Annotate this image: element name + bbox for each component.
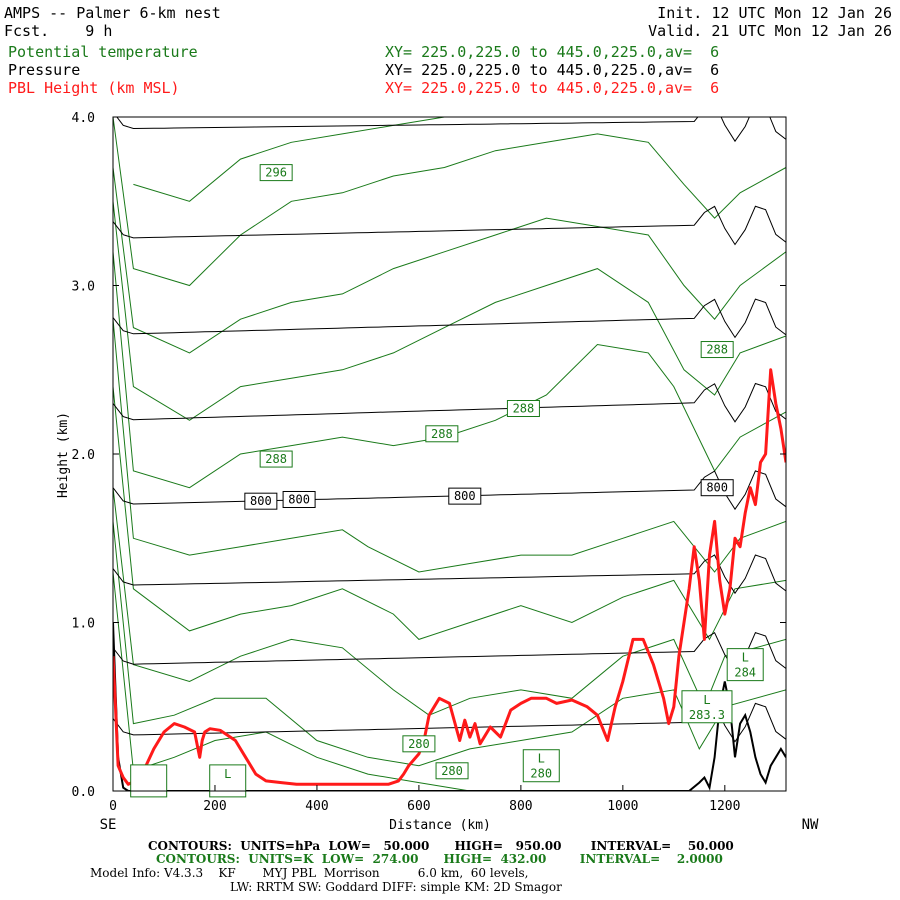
theta-contours (113, 117, 786, 791)
pressure-label-box (448, 487, 482, 505)
x-tick-label: 400 (305, 799, 328, 814)
field-theta-xy: XY= 225.0,225.0 to 445.0,225.0,av= 6 (385, 43, 720, 61)
pressure-contour-line (113, 205, 786, 246)
theta-label: 296 (265, 166, 287, 180)
y-tick-label: 4.0 (72, 111, 95, 126)
y-tick-label: 3.0 (72, 280, 95, 295)
se-end-label: SE (100, 817, 117, 833)
pressure-contours (113, 117, 786, 743)
x-tick-label: 0 (109, 799, 117, 814)
pressure-contour-line (113, 382, 786, 423)
pressure-contour-line (116, 117, 786, 143)
x-tick-label: 1200 (709, 799, 740, 814)
theta-contour-line (113, 117, 786, 287)
pressure-label-box (244, 492, 278, 510)
theta-label-box (259, 450, 293, 468)
valid-time: Valid. 21 UTC Mon 12 Jan 26 (648, 22, 892, 40)
pressure-contour-info: CONTOURS: UNITS=hPa LOW= 50.000 HIGH= 95… (148, 839, 734, 853)
y-tick-label: 2.0 (72, 448, 95, 463)
low-marker-box (522, 749, 560, 783)
theta-label: 288 (431, 427, 453, 441)
low-marker-value: 284 (734, 666, 756, 680)
y-axis-label: Height (km) (56, 412, 71, 498)
pressure-label: 800 (706, 481, 728, 495)
init-time: Init. 12 UTC Mon 12 Jan 26 (657, 4, 892, 22)
contour-labels: 800 800 800800296288288288288280280L280L28… (130, 164, 764, 798)
chart-title: AMPS -- Palmer 6-km nest (4, 4, 221, 22)
pressure-contour-line (113, 298, 786, 339)
field-pbl-name: PBL Height (km MSL) (8, 79, 180, 97)
plot-frame (112, 116, 787, 792)
theta-label-box (402, 735, 436, 753)
low-marker-letter: L (538, 752, 545, 766)
x-tick-label: 1000 (607, 799, 638, 814)
terrain-profile (113, 622, 786, 791)
x-tick-label: 200 (203, 799, 226, 814)
theta-label-box (425, 425, 459, 443)
low-marker-box (726, 648, 764, 682)
model-info-line-1: Model Info: V4.3.3 KF MYJ PBL Morrison 6… (90, 866, 529, 880)
pressure-label: 800 (454, 489, 476, 503)
field-pressure-name: Pressure (8, 61, 81, 79)
axes: 0.0 1.0 2.0 3.0 4.0 0 200 400 600 800 1000 1200 (72, 111, 786, 814)
theta-label-box (435, 762, 469, 780)
x-axis-label: Distance (km) (389, 818, 491, 833)
pressure-label: 800 (250, 494, 272, 508)
theta-label: 280 (408, 737, 430, 751)
pressure-label-box (700, 479, 734, 497)
low-marker-box (130, 764, 168, 798)
pbl-height-series (113, 368, 786, 786)
low-marker-letter: L (742, 651, 749, 665)
low-marker-value: 280 (530, 767, 552, 781)
pressure-label-box (282, 490, 316, 508)
theta-label-box (506, 400, 540, 418)
pbl-height-line (113, 368, 786, 786)
field-pbl-xy: XY= 225.0,225.0 to 445.0,225.0,av= 6 (385, 79, 720, 97)
x-tick-label: 600 (407, 799, 430, 814)
nw-end-label: NW (802, 817, 819, 833)
low-marker-value: 283.3 (689, 708, 725, 722)
theta-contour-line (113, 201, 786, 421)
pressure-contour-line (113, 554, 786, 595)
low-marker-letter: L (224, 767, 231, 781)
theta-contour-line (133, 117, 445, 202)
theta-contour-line (113, 251, 786, 489)
forecast-label: Fcst. 9 h (4, 22, 112, 40)
pressure-label: 800 (288, 492, 310, 506)
theta-contour-line (113, 487, 786, 716)
y-tick-label: 0.0 (72, 785, 95, 800)
low-marker-box (209, 764, 247, 798)
pressure-contour-line (113, 631, 786, 672)
field-pressure-xy: XY= 225.0,225.0 to 445.0,225.0,av= 6 (385, 61, 720, 79)
low-marker-letter: L (703, 693, 710, 707)
theta-label-box (259, 164, 293, 182)
theta-contour-line (113, 319, 786, 573)
x-tick-label: 800 (509, 799, 532, 814)
low-marker-box (681, 690, 733, 724)
theta-label: 288 (706, 343, 728, 357)
theta-label-box (700, 341, 734, 359)
theta-contour-line (113, 167, 786, 354)
theta-label: 288 (513, 402, 535, 416)
theta-label: 288 (265, 452, 287, 466)
forecast-hours: 9 h (85, 22, 113, 40)
terrain-line (113, 622, 786, 791)
y-tick-label: 1.0 (72, 617, 95, 632)
forecast-label-text: Fcst. (4, 22, 50, 40)
theta-label: 280 (441, 764, 463, 778)
field-theta-name: Potential temperature (8, 43, 198, 61)
theta-contour-info: CONTOURS: UNITS=K LOW= 274.00 HIGH= 432.… (156, 852, 723, 866)
theta-contour-line (113, 386, 786, 641)
model-info-line-2: LW: RRTM SW: Goddard DIFF: simple KM: 2D… (230, 880, 562, 894)
